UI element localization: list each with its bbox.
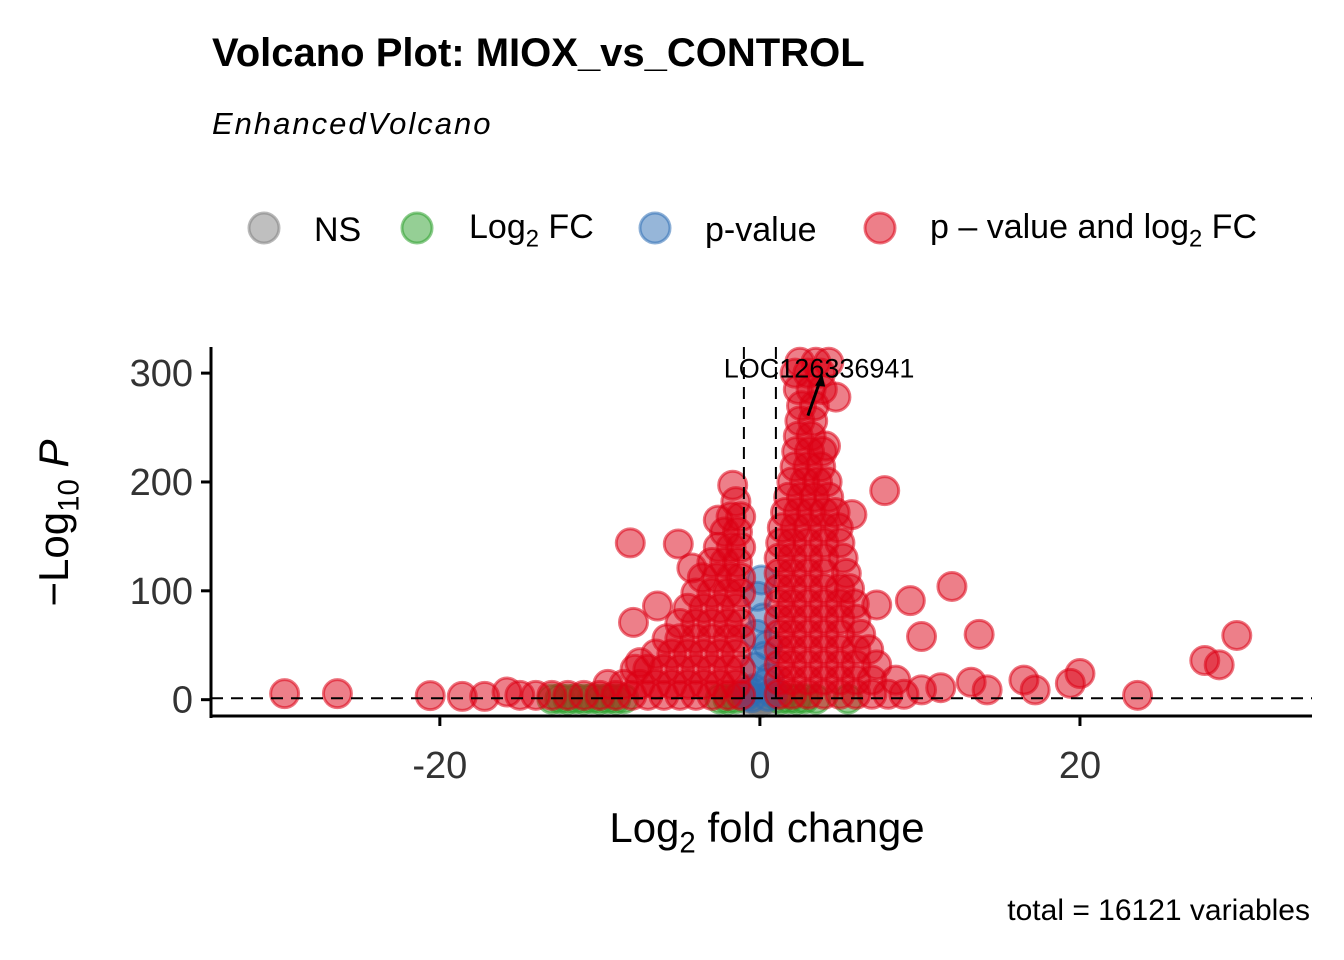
point-both: [836, 499, 868, 531]
point-both: [414, 680, 446, 712]
point-both: [906, 621, 938, 653]
points-layer: [269, 346, 1253, 719]
point-both: [624, 647, 656, 679]
point-both: [1221, 619, 1253, 651]
y-tick-label: 0: [172, 680, 193, 722]
point-both: [676, 552, 708, 584]
x-axis-title-main: Log: [609, 804, 679, 851]
point-both: [869, 475, 901, 507]
point-both: [321, 678, 353, 710]
point-both: [614, 527, 646, 559]
x-tick-label: -20: [412, 745, 467, 787]
axes: LOC126336941 0 100 200 300 -20 0 20 Log2 fold ch…: [30, 347, 1312, 860]
y-axis-title: −Log10 P: [30, 440, 86, 607]
chart-subtitle: EnhancedVolcano: [212, 106, 493, 141]
legend-swatch-p: [638, 211, 672, 245]
legend-label-both-main: p – value and log: [930, 208, 1189, 246]
x-axis-title-sub: 2: [679, 827, 695, 860]
chart-title: Volcano Plot: MIOX_vs_CONTROL: [212, 31, 865, 75]
legend-label-both-sub: 2: [1189, 226, 1202, 253]
legend-label-fc-sub: 2: [526, 226, 539, 253]
legend-swatch-fc: [400, 211, 434, 245]
point-both: [662, 528, 694, 560]
point-both: [1019, 674, 1051, 706]
point-both: [1203, 649, 1235, 681]
legend: NS Log2 FC p-value p – value and log2 FC: [247, 208, 1257, 253]
caption: total = 16121 variables: [1007, 894, 1310, 927]
point-both: [1054, 667, 1086, 699]
point-both: [269, 678, 301, 710]
legend-label-fc: Log2 FC: [469, 208, 594, 253]
point-both: [810, 430, 842, 462]
point-both: [1122, 679, 1154, 711]
x-tick-label: 0: [749, 745, 770, 787]
x-tick-label: 20: [1059, 745, 1101, 787]
legend-label-ns: NS: [314, 211, 361, 249]
legend-swatch-both: [863, 211, 897, 245]
point-both: [894, 585, 926, 617]
point-both: [861, 589, 893, 621]
annotation-label: LOC126336941: [724, 354, 915, 384]
point-both: [820, 381, 852, 413]
point-both: [617, 606, 649, 638]
y-tick-label: 300: [130, 353, 193, 395]
legend-label-both-rest: FC: [1202, 208, 1257, 246]
point-both: [717, 469, 749, 501]
y-axis-title-rest: P: [30, 440, 77, 480]
y-tick-label: 200: [130, 462, 193, 504]
legend-label-both: p – value and log2 FC: [930, 208, 1257, 253]
point-both: [906, 674, 938, 706]
point-both: [813, 346, 845, 378]
point-both: [971, 674, 1003, 706]
x-axis-title: Log2 fold change: [609, 804, 924, 860]
legend-label-fc-rest: FC: [539, 208, 594, 246]
y-tick-label: 100: [130, 571, 193, 613]
point-both: [641, 590, 673, 622]
point-both: [963, 618, 995, 650]
legend-label-p: p-value: [705, 211, 817, 249]
point-both: [702, 504, 734, 536]
y-axis-title-sub: 10: [53, 479, 86, 512]
point-both: [936, 570, 968, 602]
legend-label-fc-main: Log: [469, 208, 526, 246]
annotation-arrowhead: [815, 373, 826, 387]
x-axis-title-rest: fold change: [696, 804, 925, 851]
y-axis-title-main: −Log: [30, 512, 77, 607]
legend-swatch-ns: [247, 211, 281, 245]
point-both: [491, 676, 523, 708]
